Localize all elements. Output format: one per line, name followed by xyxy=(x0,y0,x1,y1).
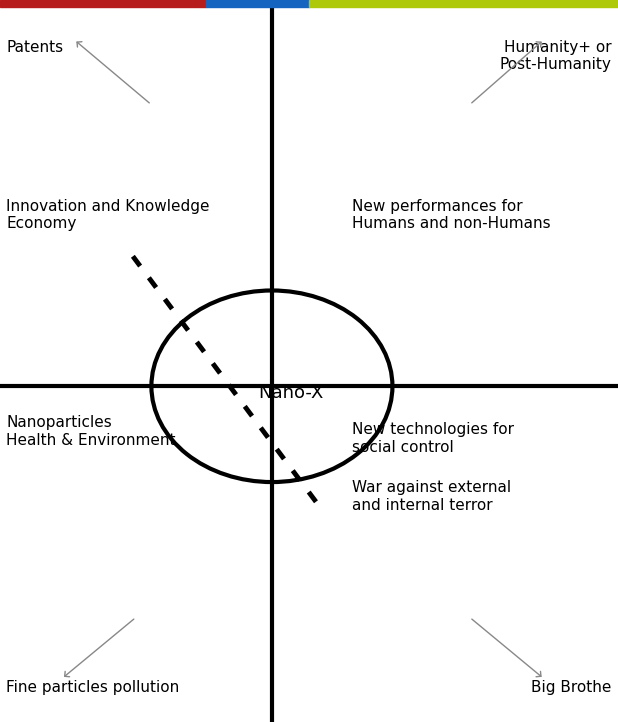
Text: New technologies for
social control: New technologies for social control xyxy=(352,422,514,455)
Text: Patents: Patents xyxy=(6,40,63,55)
Text: Nanoparticles
Health & Environment: Nanoparticles Health & Environment xyxy=(6,415,176,448)
Text: War against external
and internal terror: War against external and internal terror xyxy=(352,480,511,513)
Text: Humanity+ or
Post-Humanity: Humanity+ or Post-Humanity xyxy=(500,40,612,72)
Text: Nano-X: Nano-X xyxy=(258,385,323,402)
Text: Innovation and Knowledge
Economy: Innovation and Knowledge Economy xyxy=(6,199,210,231)
Text: Fine particles pollution: Fine particles pollution xyxy=(6,679,179,695)
Text: Big Brothe: Big Brothe xyxy=(531,679,612,695)
Bar xyxy=(206,0,309,7)
Bar xyxy=(309,0,618,7)
Bar xyxy=(0,0,206,7)
Text: New performances for
Humans and non-Humans: New performances for Humans and non-Huma… xyxy=(352,199,551,231)
